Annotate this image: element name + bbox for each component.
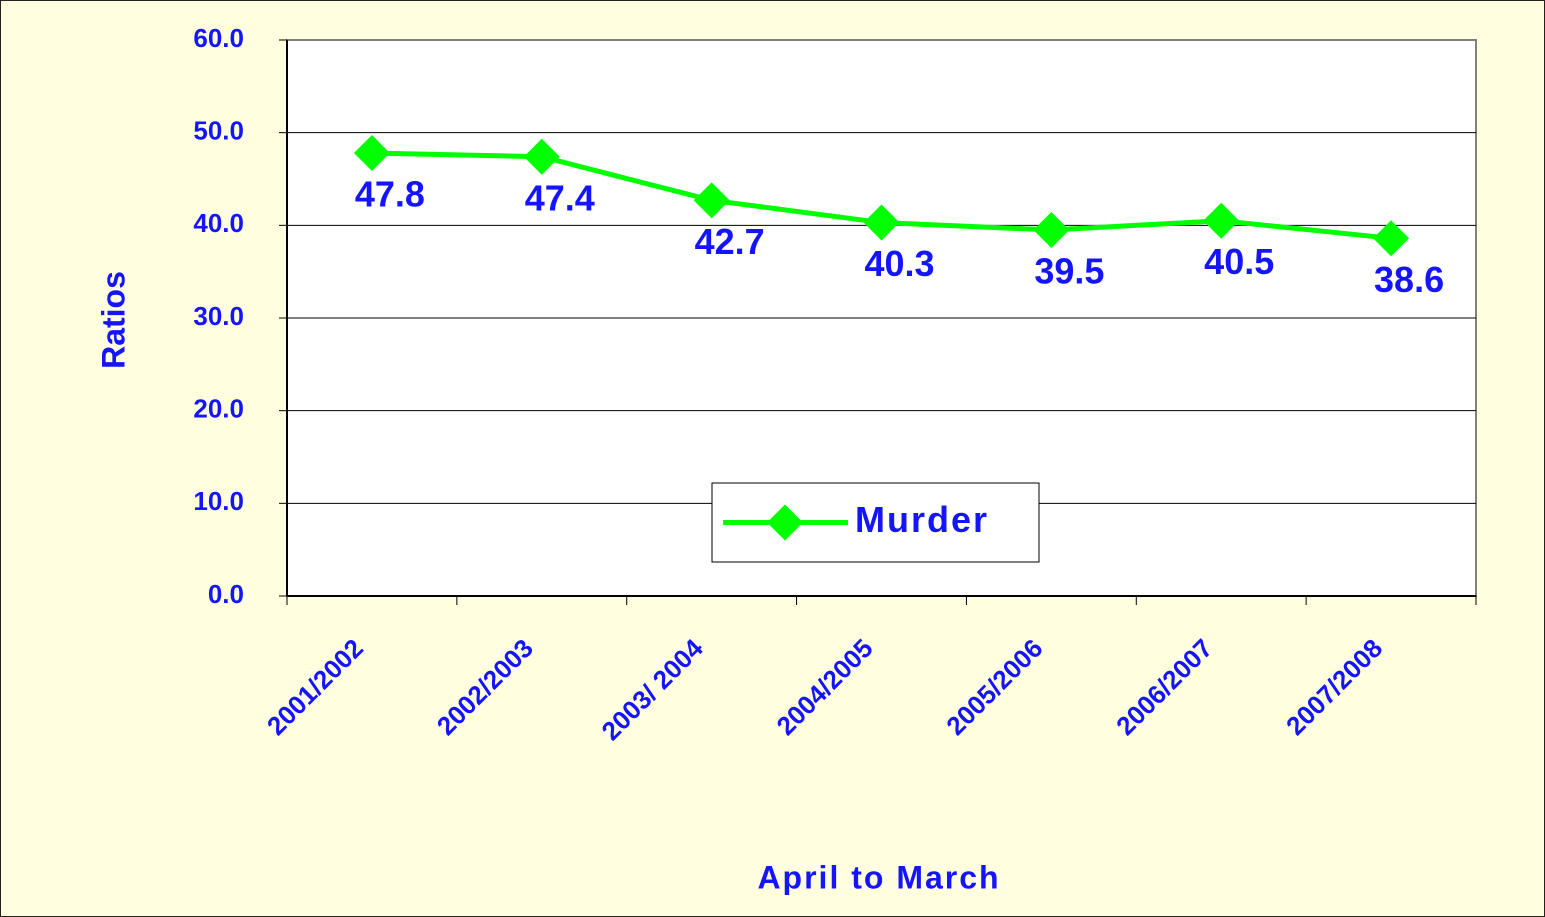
y-tick-label: 60.0	[193, 23, 244, 53]
y-tick-label: 30.0	[193, 301, 244, 331]
marker	[353, 135, 390, 172]
marker	[523, 138, 560, 175]
data-label: 39.5	[1034, 250, 1104, 291]
y-tick-label: 50.0	[193, 116, 244, 146]
legend-label: Murder	[855, 499, 989, 540]
marker	[693, 182, 730, 219]
data-label: 40.5	[1204, 241, 1274, 282]
y-tick-label: 20.0	[193, 394, 244, 424]
y-axis-label: Ratios	[95, 271, 131, 369]
marker	[1373, 220, 1410, 257]
legend-marker	[767, 504, 803, 541]
x-axis-label: April to March	[757, 859, 1000, 895]
data-label: 47.8	[355, 174, 425, 215]
marker	[1033, 211, 1070, 248]
data-label: 38.6	[1374, 259, 1444, 300]
data-label: 40.3	[864, 243, 934, 284]
data-label: 42.7	[695, 221, 765, 262]
data-label: 47.4	[525, 177, 595, 218]
y-tick-label: 10.0	[193, 486, 244, 516]
marker	[1203, 202, 1240, 239]
marker	[863, 204, 900, 241]
y-tick-label: 0.0	[208, 579, 244, 609]
y-tick-label: 40.0	[193, 208, 244, 238]
